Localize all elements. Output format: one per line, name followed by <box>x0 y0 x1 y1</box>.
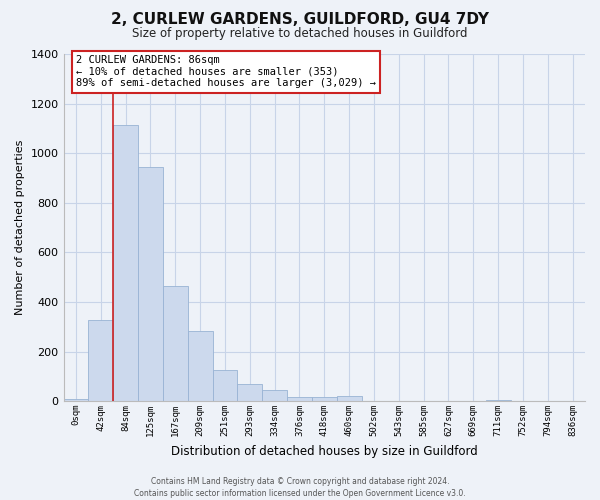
Bar <box>138 167 163 401</box>
Text: Contains HM Land Registry data © Crown copyright and database right 2024.
Contai: Contains HM Land Registry data © Crown c… <box>134 476 466 498</box>
Bar <box>88 320 113 401</box>
X-axis label: Distribution of detached houses by size in Guildford: Distribution of detached houses by size … <box>171 444 478 458</box>
Text: 2, CURLEW GARDENS, GUILDFORD, GU4 7DY: 2, CURLEW GARDENS, GUILDFORD, GU4 7DY <box>111 12 489 28</box>
Bar <box>238 384 262 401</box>
Bar <box>485 400 511 401</box>
Bar <box>212 370 238 401</box>
Bar <box>188 331 212 401</box>
Y-axis label: Number of detached properties: Number of detached properties <box>15 140 25 316</box>
Text: 2 CURLEW GARDENS: 86sqm
← 10% of detached houses are smaller (353)
89% of semi-d: 2 CURLEW GARDENS: 86sqm ← 10% of detache… <box>76 55 376 88</box>
Bar <box>113 125 138 401</box>
Bar <box>163 286 188 401</box>
Text: Size of property relative to detached houses in Guildford: Size of property relative to detached ho… <box>132 28 468 40</box>
Bar <box>337 396 362 401</box>
Bar <box>64 398 88 401</box>
Bar <box>312 396 337 401</box>
Bar <box>262 390 287 401</box>
Bar <box>287 396 312 401</box>
